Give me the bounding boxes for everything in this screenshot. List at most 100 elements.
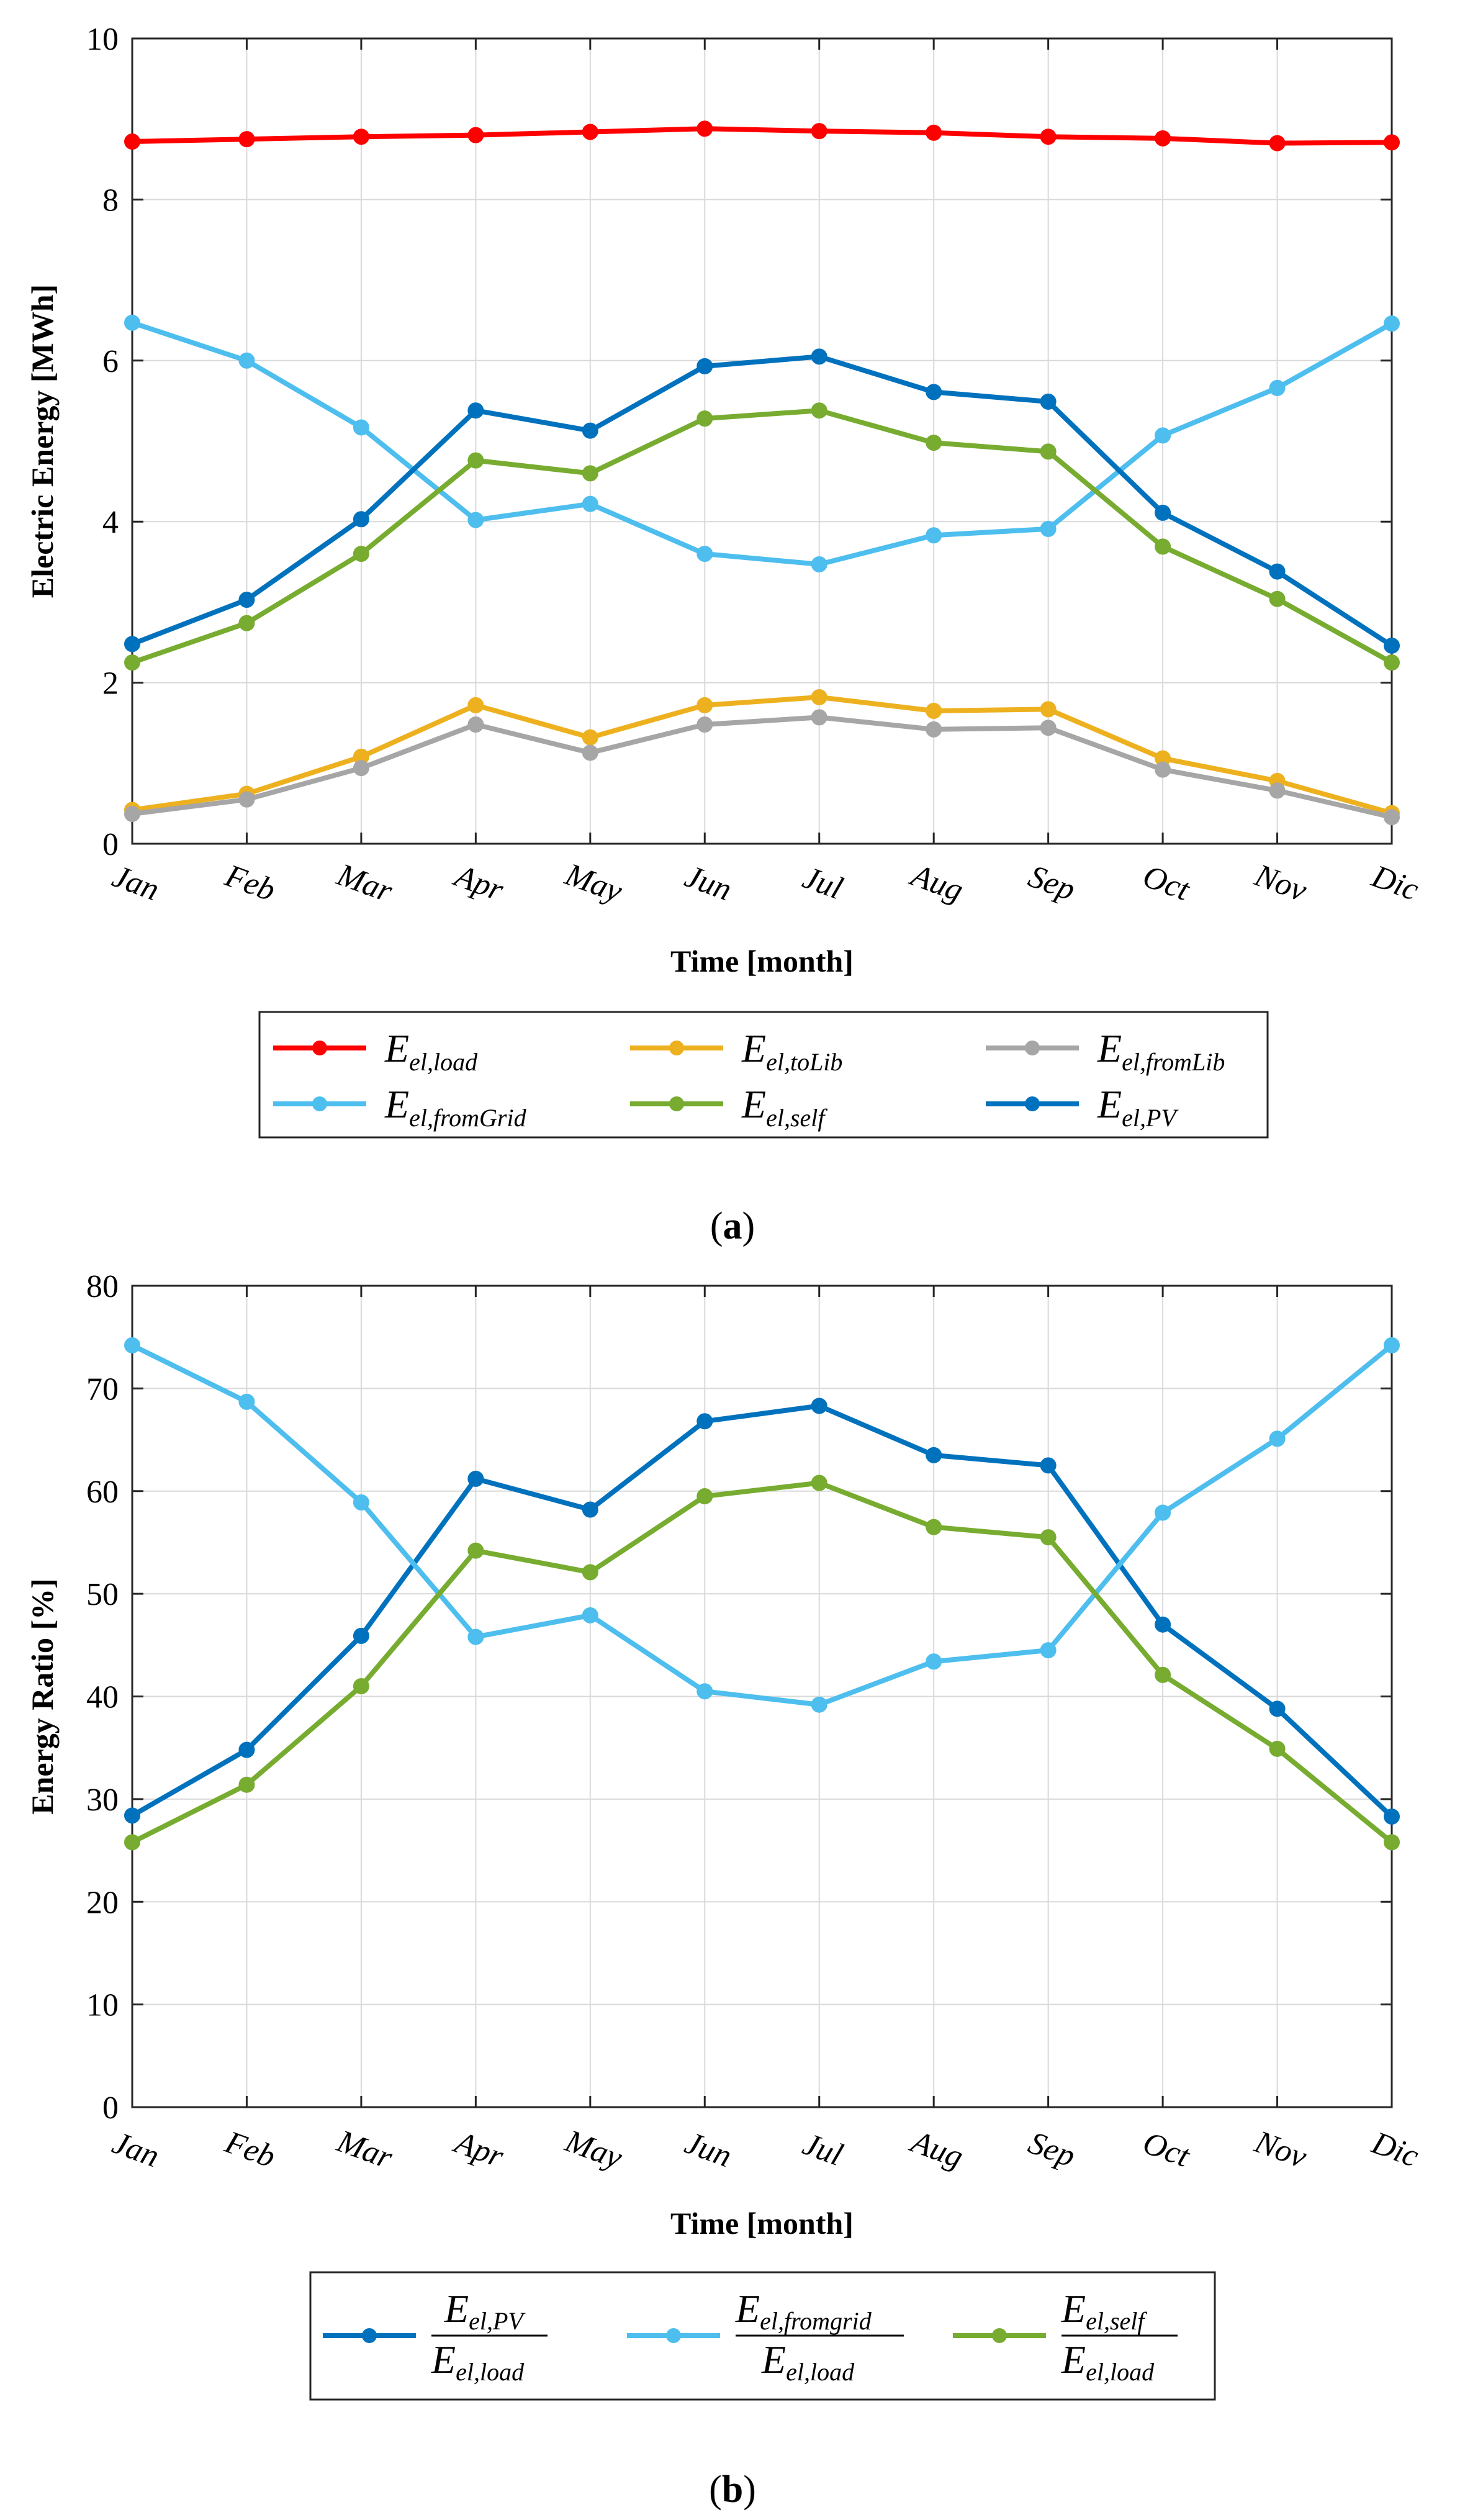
point-e-el-fromlib-sep [1040, 720, 1057, 736]
point-e-el-load-jan [124, 133, 140, 150]
legend-swatch-marker-e-el-fromgrid-e-el-load [666, 2328, 681, 2343]
point-e-el-fromlib-feb [238, 791, 255, 808]
legend-swatch-marker-e-el-load [312, 1041, 327, 1055]
point-e-el-pv-jul [811, 348, 827, 365]
x-tick-label-may: May [560, 857, 627, 910]
y-ticks-a: 0 2 4 6 8 10 [86, 22, 1392, 862]
y-tick-label-50: 50 [86, 1577, 119, 1612]
x-tick-label-jun: Jun [680, 859, 736, 908]
point-e-el-pv-oct [1155, 504, 1171, 521]
x-axis-label-b: Time [month] [670, 2206, 854, 2241]
point-e-el-pv-aug [926, 384, 942, 400]
point-e-el-fromgrid-nov [1269, 379, 1286, 396]
series-a-e-el-pv [124, 348, 1400, 654]
point-e-el-fromlib-dic [1384, 809, 1400, 826]
legend-label-e-el-pv: Eel,PV [1097, 1082, 1179, 1132]
point-e-el-load-jun [696, 120, 713, 137]
point-e-el-fromgrid-may [582, 495, 598, 512]
series-line-e-el-pv-e-el-load [131, 1403, 1394, 1818]
point-e-el-self-jun [696, 410, 713, 427]
point-e-el-tolib-sep [1040, 701, 1057, 718]
point-e-el-tolib-apr [467, 697, 484, 713]
legend-swatch-marker-e-el-self [669, 1096, 684, 1111]
point-e-el-fromgrid-e-el-load-may [582, 1607, 598, 1624]
point-e-el-fromgrid-e-el-load-nov [1269, 1430, 1286, 1447]
point-e-el-load-dic [1384, 134, 1400, 151]
point-e-el-fromgrid-e-el-load-dic [1384, 1337, 1400, 1353]
x-tick-label-dic: Dic [1367, 859, 1423, 908]
legend-label-e-el-tolib: Eel,toLib [741, 1026, 842, 1076]
x-tick-label-apr: Apr [449, 2124, 508, 2175]
x-tick-label-feb: Feb [220, 2125, 279, 2175]
point-e-el-fromgrid-e-el-load-apr [467, 1628, 484, 1645]
point-e-el-pv-e-el-load-dic [1384, 1808, 1400, 1825]
x-tick-label-sep: Sep [1024, 2125, 1080, 2174]
x-tick-label-may: May [560, 2123, 627, 2177]
point-e-el-self-e-el-load-dic [1384, 1834, 1400, 1851]
point-e-el-self-dic [1384, 654, 1400, 671]
point-e-el-fromgrid-e-el-load-mar [353, 1494, 369, 1511]
chart-a-energy: 0 2 4 6 8 10 Jan Feb Mar Apr May Jun Jul Aug Sep Oct Nov… [25, 22, 1423, 1139]
caption-b: (b) [709, 2468, 756, 2511]
point-e-el-fromgrid-e-el-load-oct [1155, 1504, 1171, 1521]
series-a-e-el-self [124, 402, 1400, 671]
point-e-el-self-oct [1155, 538, 1171, 555]
legend-label-e-el-fromlib: Eel,fromLib [1097, 1026, 1225, 1076]
x-tick-label-jan: Jan [108, 2125, 164, 2174]
caption-a: (a) [710, 1205, 755, 1247]
x-axis-label-a: Time [month] [670, 944, 854, 978]
point-e-el-fromgrid-jul [811, 556, 827, 572]
y-tick-label-70: 70 [86, 1371, 119, 1407]
point-e-el-fromgrid-aug [926, 527, 942, 544]
point-e-el-pv-e-el-load-jun [696, 1413, 713, 1430]
y-tick-label-40: 40 [86, 1680, 119, 1715]
point-e-el-fromlib-apr [467, 716, 484, 733]
series-line-e-el-tolib [132, 694, 1393, 816]
x-tick-label-aug: Aug [905, 2123, 968, 2175]
point-e-el-pv-e-el-load-aug [926, 1447, 942, 1463]
series-line-e-el-fromlib [132, 715, 1392, 820]
x-tick-label-nov: Nov [1250, 857, 1312, 909]
point-e-el-fromgrid-e-el-load-jan [124, 1337, 140, 1353]
x-tick-label-oct: Oct [1138, 2125, 1196, 2175]
point-e-el-self-aug [926, 435, 942, 451]
x-tick-label-feb: Feb [220, 858, 279, 909]
y-ticks-b: 0 10 20 30 40 50 60 70 80 [86, 1269, 1392, 2126]
y-tick-label-10: 10 [86, 22, 119, 57]
legend-item-e-el-self: Eel,self [630, 1082, 827, 1132]
point-e-el-fromgrid-mar [353, 419, 369, 436]
point-e-el-self-e-el-load-nov [1269, 1740, 1286, 1757]
series-a-e-el-tolib [124, 689, 1400, 821]
x-tick-label-mar: Mar [332, 2123, 397, 2176]
legend-denominator-e-el-pv-e-el-load: Eel,load [431, 2337, 525, 2386]
point-e-el-self-mar [353, 546, 369, 562]
legend-box-a [258, 1011, 1269, 1139]
x-tick-label-aug: Aug [905, 857, 968, 908]
point-e-el-pv-dic [1384, 637, 1400, 654]
point-e-el-fromlib-jul [811, 709, 827, 726]
point-e-el-tolib-may [582, 729, 598, 746]
point-e-el-pv-nov [1269, 563, 1286, 580]
point-e-el-self-e-el-load-oct [1155, 1666, 1171, 1683]
point-e-el-pv-mar [353, 511, 369, 528]
point-e-el-tolib-jul [811, 689, 827, 705]
caption-b-letter: b [722, 2468, 743, 2511]
point-e-el-fromgrid-e-el-load-jun [696, 1683, 713, 1700]
point-e-el-self-e-el-load-aug [926, 1519, 942, 1535]
point-e-el-pv-e-el-load-mar [353, 1627, 369, 1644]
point-e-el-fromlib-may [582, 744, 598, 761]
series-line-e-el-fromgrid [131, 320, 1393, 567]
legend-swatch-marker-e-el-fromlib [1025, 1041, 1040, 1055]
series-a-e-el-fromgrid [124, 314, 1400, 572]
point-e-el-fromgrid-jan [124, 314, 140, 331]
legend-item-e-el-fromlib: Eel,fromLib [986, 1026, 1225, 1076]
legend-swatch-marker-e-el-pv [1025, 1096, 1040, 1111]
point-e-el-self-e-el-load-sep [1040, 1529, 1057, 1546]
y-axis-label-b: Energy Ratio [%] [25, 1578, 60, 1815]
point-e-el-fromgrid-e-el-load-sep [1040, 1642, 1057, 1659]
point-e-el-fromlib-jan [124, 806, 140, 823]
legend-label-e-el-self: Eel,self [741, 1082, 827, 1132]
chart-b-ratio: 0 10 20 30 40 50 60 70 80 Jan Feb Mar Apr May Jun Jul Au… [25, 1269, 1423, 2401]
